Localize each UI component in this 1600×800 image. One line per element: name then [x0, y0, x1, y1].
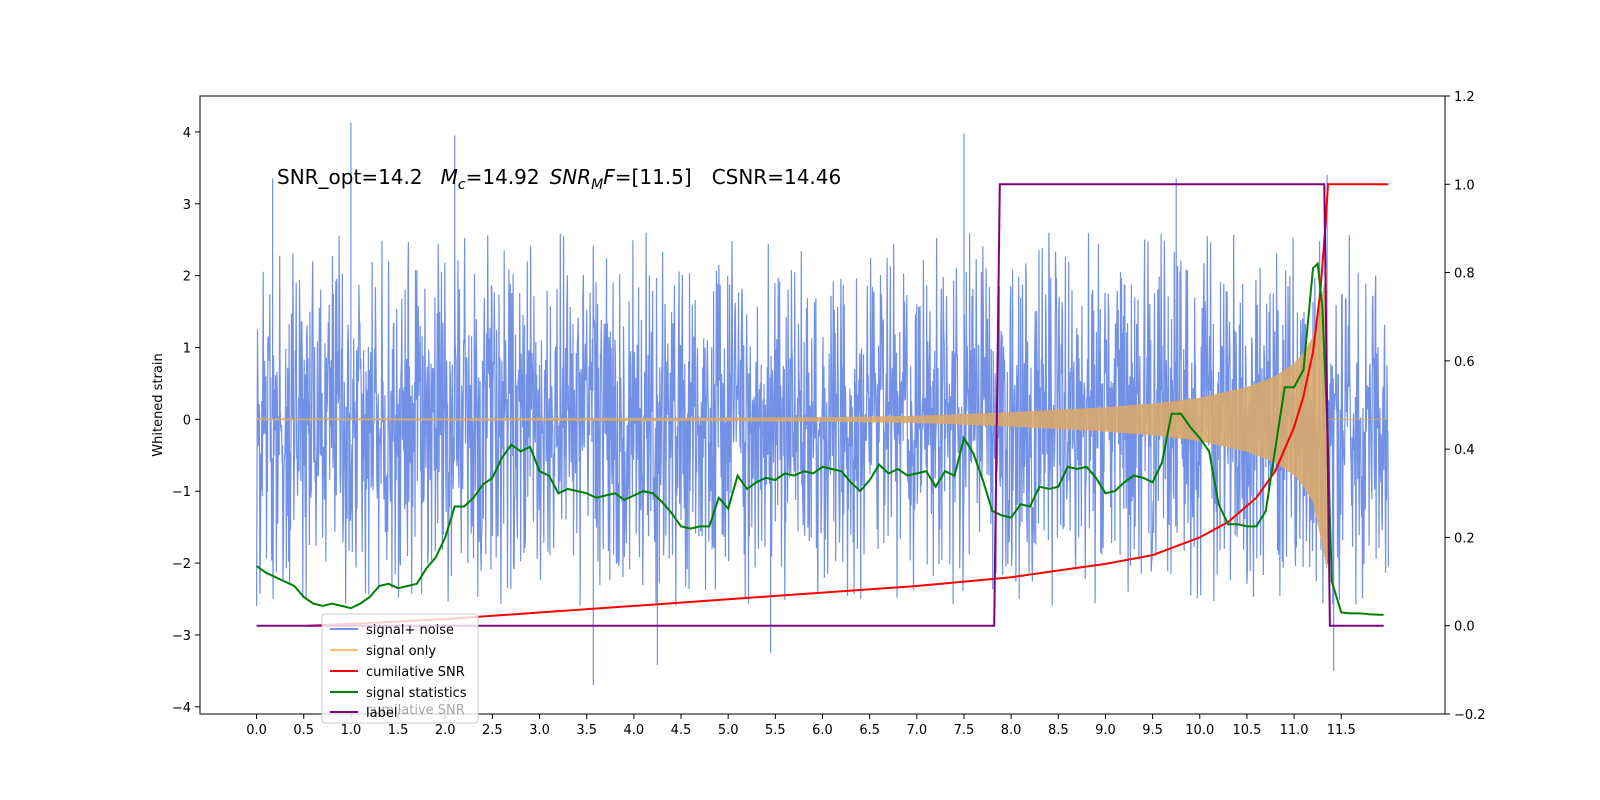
- legend-label-signal-noise: signal+ noise: [366, 623, 454, 638]
- legend: cumilative SNR signal+ noise signal only…: [321, 613, 479, 724]
- signal-statistics-line: [256, 261, 1384, 616]
- y-right-tick-label: 0.2: [1454, 531, 1475, 546]
- x-tick-label: 5.5: [765, 723, 786, 738]
- x-tick-label: 9.0: [1095, 723, 1116, 738]
- signal-only-series: [256, 268, 1389, 569]
- x-tick-label: 2.5: [482, 723, 503, 738]
- legend-label-label: label: [366, 706, 397, 721]
- y-left-tick-label: 4: [183, 126, 191, 141]
- legend-label-cumulative-snr: cumilative SNR: [366, 665, 465, 680]
- legend-label-hidden: cumilative SNR: [366, 703, 465, 718]
- x-tick-label: 7.0: [906, 723, 927, 738]
- x-tick-label: 10.5: [1232, 723, 1261, 738]
- y-left-tick-label: 1: [183, 342, 191, 357]
- x-tick-label: 3.0: [529, 723, 550, 738]
- y-right-tick-label: 0.0: [1454, 620, 1475, 635]
- x-tick-label: 1.5: [388, 723, 409, 738]
- y-left-tick-label: −2: [172, 557, 191, 572]
- y-right-tick-label: 0.4: [1454, 443, 1475, 458]
- x-tick-label: 7.5: [954, 723, 975, 738]
- x-tick-label: 8.5: [1048, 723, 1069, 738]
- snrmf-value: =[11.5]: [615, 165, 692, 189]
- x-tick-label: 0.0: [246, 723, 267, 738]
- x-tick-label: 10.0: [1185, 723, 1214, 738]
- x-tick-label: 8.0: [1001, 723, 1022, 738]
- y-right-tick-label: 1.0: [1454, 178, 1475, 193]
- x-tick-label: 1.0: [341, 723, 362, 738]
- legend-label-signal-only: signal only: [366, 644, 436, 659]
- y-right-tick-label: 1.2: [1454, 90, 1475, 105]
- legend-box: [321, 613, 479, 724]
- x-tick-label: 6.5: [859, 723, 880, 738]
- y-left-tick-label: 3: [183, 198, 191, 213]
- x-tick-label: 6.0: [812, 723, 833, 738]
- signal-only-trace: [256, 268, 1389, 569]
- y-axis-label: Whitened strain: [151, 353, 166, 456]
- mc-subscript: c: [458, 177, 466, 193]
- x-tick-label: 5.0: [718, 723, 739, 738]
- x-tick-label: 3.5: [576, 723, 597, 738]
- x-tick-label: 11.5: [1327, 723, 1356, 738]
- x-tick-label: 0.5: [293, 723, 314, 738]
- snrmf-subscript: M: [591, 177, 603, 193]
- x-tick-label: 11.0: [1280, 723, 1309, 738]
- mc-symbol: M: [441, 165, 458, 189]
- x-axis: 0.0 0.5 1.0 1.5 2.0 2.5 3.0 3.5 4.0 4.5 5.0 5.5 6.0 6…: [246, 714, 1356, 738]
- y-left-tick-label: 2: [183, 270, 191, 285]
- y-left-tick-label: 0: [183, 413, 191, 428]
- label-line: [256, 183, 1384, 627]
- legend-label-signal-statistics: signal statistics: [366, 686, 467, 701]
- y-right-tick-label: 0.6: [1454, 355, 1475, 370]
- snr-opt-text: SNR_opt=14.2: [277, 165, 423, 189]
- y-right-tick-label: −0.2: [1454, 708, 1486, 723]
- x-tick-label: 4.5: [671, 723, 692, 738]
- y-axis-left: −4 −3 −2 −1 0 1 2 3 4: [172, 126, 200, 716]
- csnr-text: CSNR=14.46: [712, 165, 842, 189]
- y-right-tick-label: 0.8: [1454, 267, 1475, 282]
- x-tick-label: 4.0: [624, 723, 645, 738]
- x-tick-label: 2.0: [435, 723, 456, 738]
- stats-annotation: SNR_opt=14.2 Mc=14.92 SNRMF=[11.5] CSNR=14.…: [277, 165, 841, 193]
- snrmf-f: F: [603, 165, 615, 189]
- y-left-tick-label: −3: [172, 629, 191, 644]
- y-left-tick-label: −1: [172, 485, 191, 500]
- y-left-tick-label: −4: [172, 701, 191, 716]
- cumulative-snr-line: [308, 183, 1389, 627]
- y-axis-right: −0.2 0.0 0.2 0.4 0.6 0.8 1.0 1.2: [1445, 90, 1486, 723]
- snrmf-symbol: SNR: [550, 165, 592, 189]
- x-tick-label: 9.5: [1142, 723, 1163, 738]
- mc-value: =14.92: [466, 165, 540, 189]
